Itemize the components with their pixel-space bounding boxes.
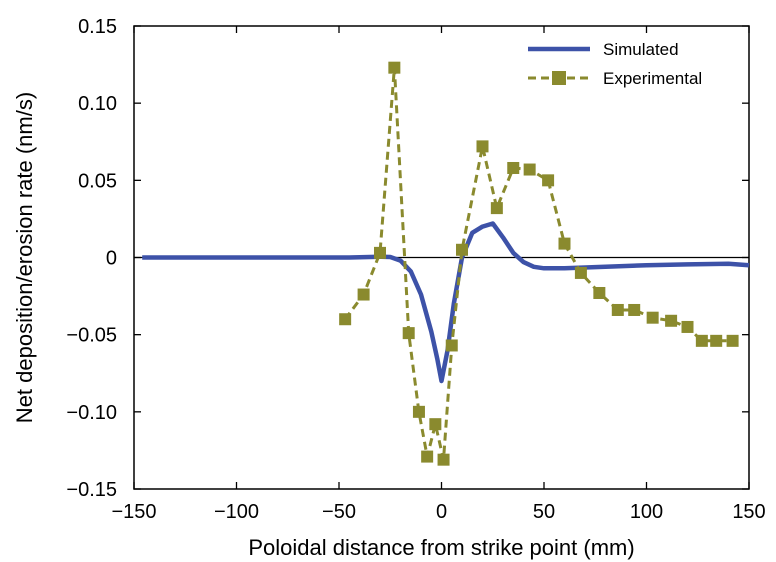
- series-simulated: [142, 221, 750, 384]
- data-point: [646, 311, 659, 324]
- x-tick-label: 150: [732, 501, 765, 523]
- data-point: [542, 174, 555, 187]
- data-point: [558, 237, 571, 250]
- data-point: [456, 243, 468, 256]
- data-point: [710, 334, 723, 347]
- data-point: [357, 288, 370, 301]
- x-tick-label: 0: [436, 501, 447, 523]
- x-tick-label: −150: [111, 501, 156, 523]
- data-point: [374, 246, 386, 259]
- data-point: [593, 286, 606, 299]
- data-point: [574, 266, 587, 279]
- legend-marker-experimental: [552, 71, 566, 85]
- data-point: [402, 327, 415, 340]
- y-tick-label: 0.10: [78, 93, 117, 115]
- data-point: [421, 450, 434, 463]
- y-axis-title: Net deposition/erosion rate (nm/s): [12, 92, 37, 423]
- x-axis-title: Poloidal distance from strike point (mm): [248, 535, 634, 560]
- data-point: [726, 334, 739, 347]
- data-point: [507, 161, 520, 174]
- x-tick-label: 100: [630, 501, 663, 523]
- y-tick-label: 0.15: [78, 16, 117, 38]
- y-tick-label: 0: [106, 248, 117, 270]
- data-point: [681, 320, 694, 333]
- legend: Simulated Experimental: [528, 40, 702, 88]
- legend-label-experimental: Experimental: [603, 69, 702, 88]
- y-tick-label: −0.15: [66, 479, 117, 501]
- data-point: [628, 303, 641, 316]
- y-tick-label: −0.10: [66, 402, 117, 424]
- data-point: [445, 339, 458, 352]
- series-layer: [142, 61, 750, 466]
- legend-label-simulated: Simulated: [603, 40, 679, 59]
- data-point: [523, 163, 536, 176]
- y-tick-label: 0.05: [78, 170, 117, 192]
- y-tick-label: −0.05: [66, 325, 117, 347]
- data-point: [412, 405, 425, 418]
- data-point: [665, 314, 678, 327]
- data-point: [437, 453, 450, 466]
- x-tick-label: −50: [322, 501, 356, 523]
- series-experimental: [339, 61, 739, 466]
- data-point: [339, 313, 352, 326]
- data-point: [429, 418, 442, 431]
- ticks-layer: −150 −100 −50 0 50 100 150 0.15 0.10 0.05 0 −0.05 −0…: [66, 16, 765, 523]
- series-line: [142, 221, 750, 384]
- data-point: [490, 202, 503, 215]
- x-tick-label: −100: [214, 501, 259, 523]
- data-point: [476, 140, 489, 153]
- data-point: [695, 334, 708, 347]
- x-tick-label: 50: [533, 501, 555, 523]
- data-point: [611, 303, 624, 316]
- data-point: [388, 61, 401, 74]
